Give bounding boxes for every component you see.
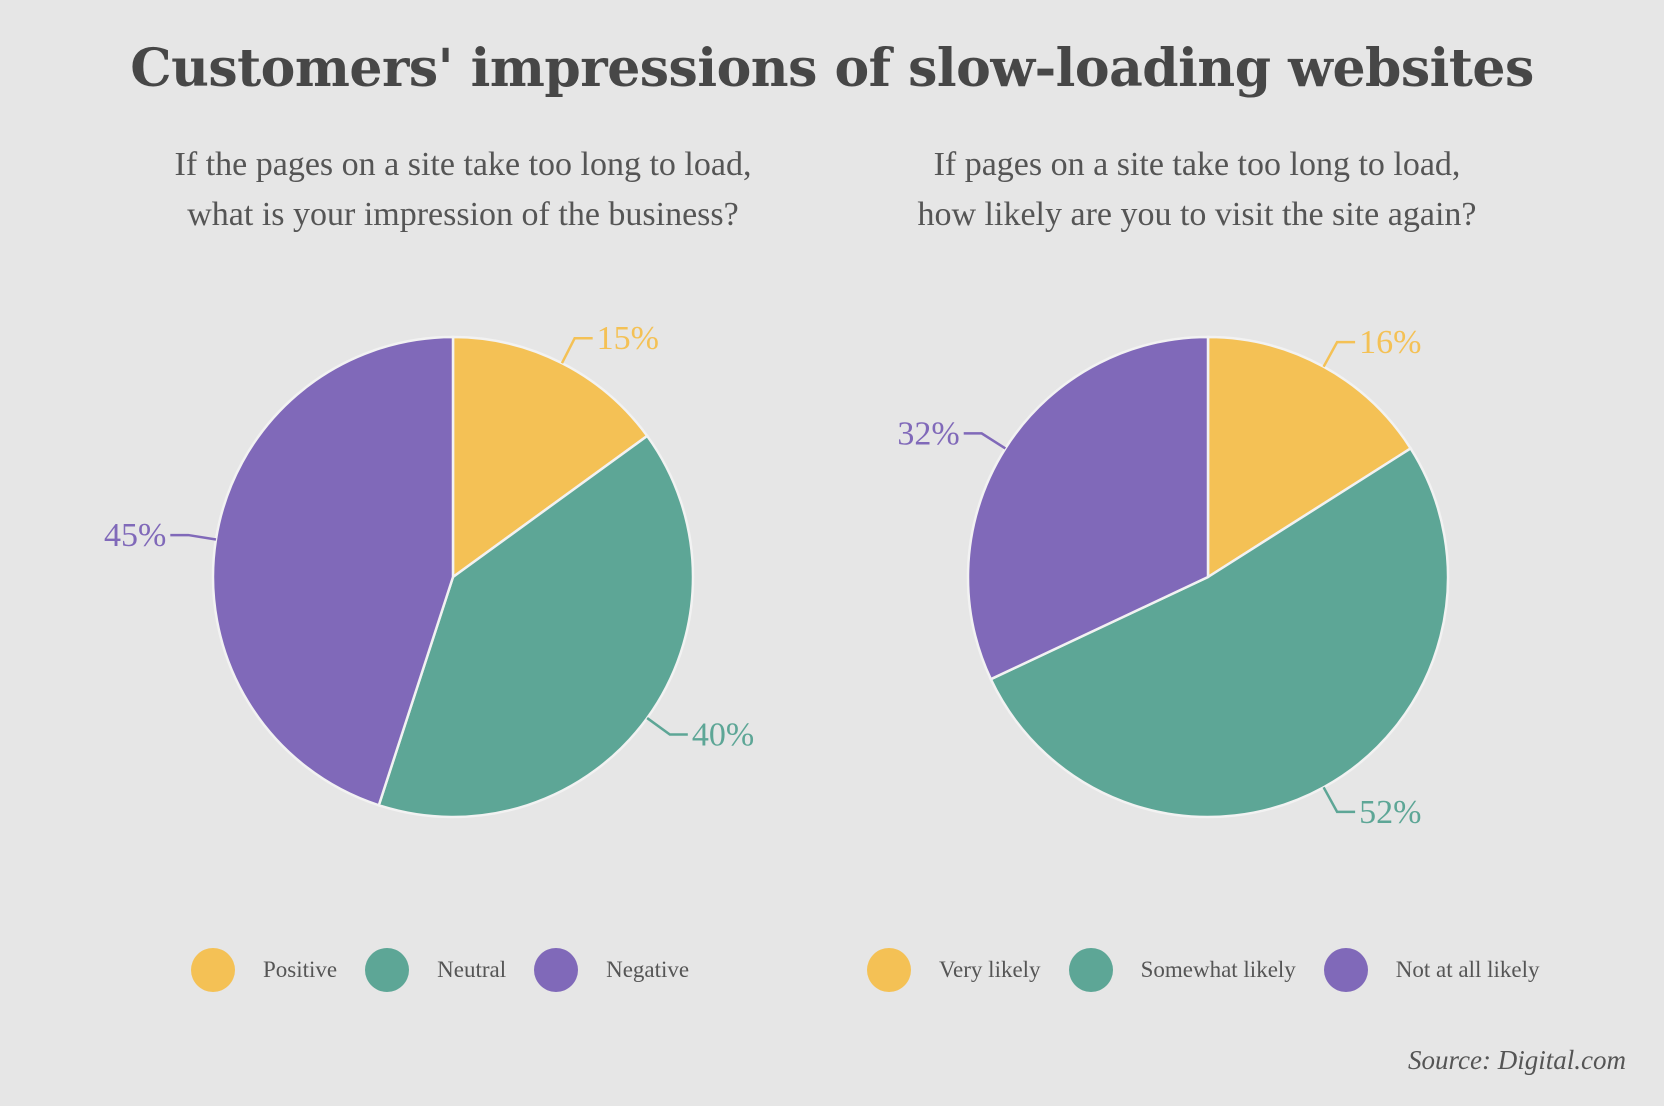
legend-item-very-likely: Very likely xyxy=(867,948,1041,992)
legend-label-very-likely: Very likely xyxy=(939,957,1041,982)
slice-label-neutral: 40% xyxy=(692,717,754,754)
slice-label-not-at-all-likely: 32% xyxy=(897,415,959,452)
legend-label-somewhat-likely: Somewhat likely xyxy=(1140,957,1296,982)
leader-line-neutral xyxy=(646,717,688,736)
right-pie-chart: 16% 52% 32% xyxy=(897,324,1450,831)
slice-label-negative: 45% xyxy=(104,517,166,554)
legend-swatch-very-likely xyxy=(867,948,911,992)
legend-swatch-somewhat-likely xyxy=(1068,948,1113,992)
legend-item-negative: Negative xyxy=(534,948,689,992)
leader-line-positive xyxy=(560,336,593,364)
legend-item-somewhat-likely: Somewhat likely xyxy=(1068,948,1296,992)
slice-label-positive: 15% xyxy=(597,320,659,357)
legend-label-positive: Positive xyxy=(263,957,338,982)
left-legend: Positive Neutral Negative xyxy=(191,945,717,995)
pie-slice-somewhat-likely xyxy=(989,446,1450,819)
left-chart-question-line-2: what is your impression of the business? xyxy=(187,196,739,233)
leader-line-somewhat-likely xyxy=(1322,786,1356,814)
legend-swatch-not-at-all-likely xyxy=(1323,948,1368,992)
slice-label-somewhat-likely: 52% xyxy=(1359,794,1421,831)
right-chart-question-line-1: If pages on a site take too long to load… xyxy=(933,146,1461,183)
legend-swatch-neutral xyxy=(365,948,410,992)
chart-title: Customers' impressions of slow-loading w… xyxy=(130,38,1534,99)
legend-label-neutral: Neutral xyxy=(437,957,507,982)
pie-slice-neutral xyxy=(377,434,695,819)
legend-swatch-positive xyxy=(191,948,235,992)
legend-item-neutral: Neutral xyxy=(365,948,506,992)
leader-line-negative xyxy=(170,533,217,541)
leader-line-very-likely xyxy=(1322,340,1356,368)
left-pie-chart: 15% 40% 45% xyxy=(104,320,754,819)
pie-slice-negative xyxy=(211,335,455,807)
pie-slice-positive xyxy=(451,335,649,580)
legend-label-negative: Negative xyxy=(606,957,690,982)
left-chart-question-line-1: If the pages on a site take too long to … xyxy=(174,146,752,183)
pie-slice-very-likely xyxy=(1206,335,1413,580)
leader-line-not-at-all-likely xyxy=(963,432,1007,450)
legend-item-positive: Positive xyxy=(191,948,337,992)
right-legend: Very likely Somewhat likely Not at all l… xyxy=(867,945,1568,995)
source-note: Source: Digital.com xyxy=(1408,1045,1626,1075)
left-chart-question: If the pages on a site take too long to … xyxy=(103,140,823,240)
legend-label-not-at-all-likely: Not at all likely xyxy=(1395,957,1540,982)
right-chart-question: If pages on a site take too long to load… xyxy=(837,140,1557,240)
slice-label-very-likely: 16% xyxy=(1359,324,1421,361)
right-chart-question-line-2: how likely are you to visit the site aga… xyxy=(917,196,1477,233)
legend-swatch-negative xyxy=(534,948,579,992)
legend-item-not-at-all-likely: Not at all likely xyxy=(1323,948,1540,992)
